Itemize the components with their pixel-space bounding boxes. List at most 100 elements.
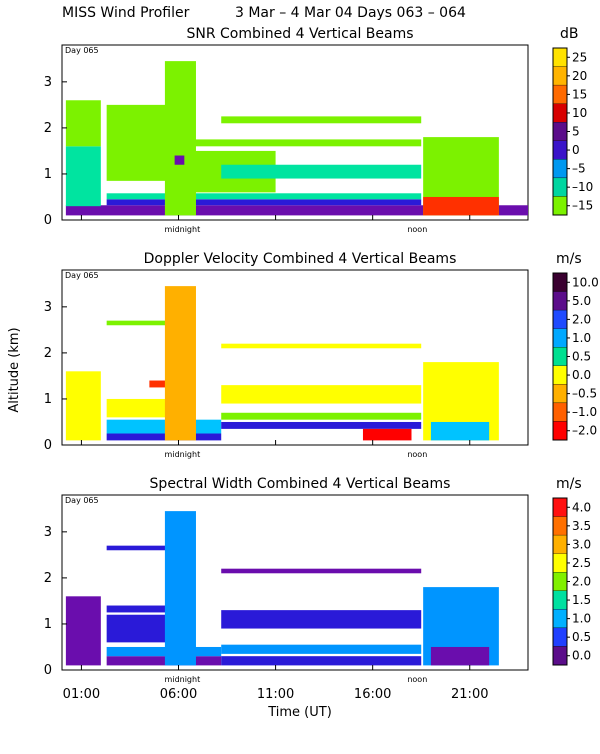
figure-title-right: 3 Mar – 4 Mar 04 Days 063 – 064 — [235, 5, 466, 21]
panel-2-colorbar-label: 0.5 — [572, 350, 591, 364]
panel-2-colorbar-swatch — [552, 347, 568, 366]
panel-3-colorbar-swatch — [552, 609, 568, 629]
panel-2-colorbar-swatch — [552, 365, 568, 385]
panel-2-colorbar-label: 10.0 — [572, 275, 599, 289]
panel-1-title: SNR Combined 4 Vertical Beams — [186, 26, 413, 42]
panel-3-band — [106, 605, 179, 613]
panel-1-colorbar-swatch — [552, 103, 568, 123]
panel-3-band — [106, 646, 222, 657]
panel-3-midnight-label: midnight — [165, 675, 201, 684]
panel-3-colorbar-swatch — [552, 534, 568, 554]
panel-3-colorbar-label: 2.0 — [572, 575, 591, 589]
x-axis-label: Time (UT) — [267, 705, 332, 720]
panel-3-title: Spectral Width Combined 4 Vertical Beams — [150, 476, 451, 492]
panel-1-band — [65, 100, 101, 147]
panel-1-colorbar-label: –5 — [572, 162, 586, 176]
panel-1-band — [174, 155, 185, 165]
panel-3-colorbar-swatch — [552, 627, 568, 647]
panel-3-colorbar-swatch — [552, 572, 568, 591]
panel-1-band — [221, 116, 422, 124]
panel-1-band — [423, 196, 499, 216]
panel-3-colorbar-label: 3.0 — [572, 537, 591, 551]
panel-3-ytick-label: 1 — [44, 617, 52, 632]
panel-1-colorbar-swatch — [552, 140, 568, 160]
panel-3-colorbar-label: 2.5 — [572, 556, 591, 570]
panel-3-band — [221, 568, 422, 574]
panel-3-colorbar-swatch — [552, 497, 568, 517]
panel-2-colorbar-swatch — [552, 309, 568, 329]
panel-2-ytick-label: 3 — [44, 300, 52, 315]
panel-1-band — [164, 61, 196, 216]
panel-1-day-label: Day 065 — [65, 46, 99, 55]
panel-2-colorbar-label: –1.0 — [572, 405, 597, 419]
panel-3-colorbar-label: 0.0 — [572, 649, 591, 663]
panel-2-colorbar-label: 2.0 — [572, 312, 591, 326]
panel-2-band — [164, 286, 196, 441]
panel-1-band — [106, 193, 422, 200]
panel-3-colorbar-label: 1.0 — [572, 612, 591, 626]
panel-3-band — [221, 656, 422, 666]
panel-2-ytick-label: 2 — [44, 346, 52, 361]
panel-3-band — [164, 511, 196, 666]
panel-3-ytick-label: 0 — [44, 663, 52, 678]
panel-2-colorbar-label: –2.0 — [572, 424, 597, 438]
panel-1-colorbar-label: –10 — [572, 180, 593, 194]
panel-1-colorbar-swatch — [552, 84, 568, 104]
x-tick-label: 01:00 — [63, 687, 100, 702]
panel-3-colorbar-swatch — [552, 553, 568, 573]
panel-2-colorbar-swatch — [552, 272, 568, 292]
panel-2-band — [430, 421, 490, 441]
panel-1-colorbar-swatch — [552, 122, 568, 141]
panel-1-colorbar-swatch — [552, 196, 568, 216]
panel-1-colorbar-swatch — [552, 47, 568, 67]
panel-3-band — [221, 610, 422, 629]
panel-2-band — [106, 419, 222, 434]
panel-2-band — [362, 428, 412, 441]
panel-1-band — [106, 199, 422, 206]
panel-2-colorbar-swatch — [552, 402, 568, 422]
figure-title-left: MISS Wind Profiler — [62, 5, 190, 21]
panel-1-ytick-label: 1 — [44, 167, 52, 182]
panel-1-colorbar-label: 25 — [572, 50, 587, 64]
panel-2-midnight-label: midnight — [165, 450, 201, 459]
panel-1-colorbar-swatch — [552, 177, 568, 197]
panel-2-colorbar-label: 5.0 — [572, 294, 591, 308]
panel-2-band — [149, 380, 179, 388]
panel-1-colorbar-label: 15 — [572, 87, 587, 101]
panel-3-colorbar-swatch — [552, 516, 568, 536]
panel-2-band — [106, 433, 222, 441]
panel-3-ytick-label: 2 — [44, 571, 52, 586]
panel-2-band — [221, 343, 422, 349]
panel-1-colorbar-swatch — [552, 66, 568, 86]
panel-1-colorbar-label: 20 — [572, 69, 587, 83]
panel-3-band — [106, 656, 222, 666]
panel-3-colorbar-label: 0.5 — [572, 630, 591, 644]
panel-2-unit: m/s — [556, 251, 582, 267]
panel-2-colorbar-label: –0.5 — [572, 387, 597, 401]
panel-1-ytick-label: 0 — [44, 213, 52, 228]
x-tick-label: 06:00 — [160, 687, 197, 702]
panel-2-colorbar-label: 0.0 — [572, 368, 591, 382]
panel-3-ytick-label: 3 — [44, 525, 52, 540]
x-tick-label: 21:00 — [451, 687, 488, 702]
panel-2-colorbar-swatch — [552, 421, 568, 441]
panel-3-noon-label: noon — [407, 675, 427, 684]
x-tick-label: 11:00 — [257, 687, 294, 702]
panel-3-colorbar-label: 1.5 — [572, 593, 591, 607]
panel-1-midnight-label: midnight — [165, 225, 201, 234]
panel-2-band — [221, 421, 422, 429]
panel-2-colorbar-swatch — [552, 328, 568, 348]
panel-3-day-label: Day 065 — [65, 496, 99, 505]
panel-3-band — [106, 545, 179, 551]
panel-1-colorbar-label: 5 — [572, 125, 580, 139]
panel-2-ytick-label: 0 — [44, 438, 52, 453]
panel-1-colorbar-swatch — [552, 159, 568, 179]
panel-2-colorbar-swatch — [552, 291, 568, 311]
panel-3-colorbar-swatch — [552, 646, 568, 666]
panel-3-colorbar-swatch — [552, 590, 568, 610]
panel-1-band — [221, 164, 422, 179]
x-tick-label: 16:00 — [354, 687, 391, 702]
panel-3-colorbar-label: 4.0 — [572, 500, 591, 514]
